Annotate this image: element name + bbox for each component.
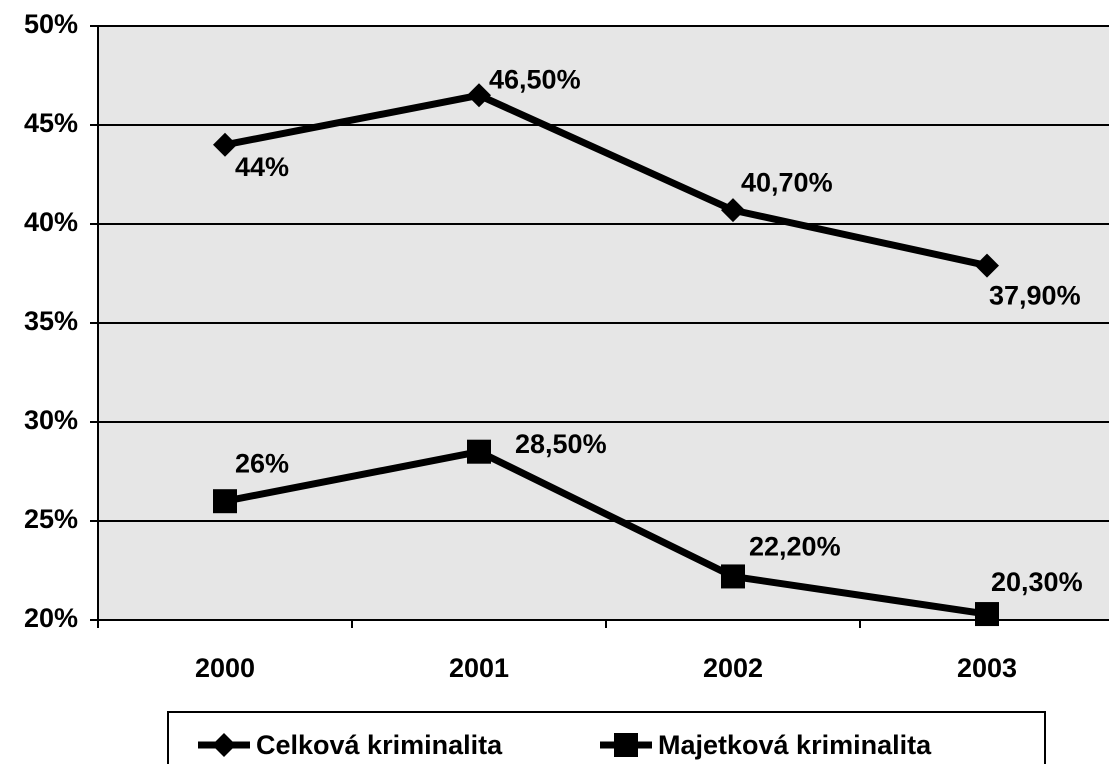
x-tick-label: 2000 bbox=[195, 653, 255, 683]
data-label: 44% bbox=[235, 152, 289, 182]
series-line bbox=[224, 448, 988, 618]
marker bbox=[721, 564, 745, 589]
legend-label: Majetková kriminalita bbox=[658, 730, 932, 760]
y-tick-label: 30% bbox=[24, 405, 78, 435]
y-tick-label: 35% bbox=[24, 306, 78, 336]
x-tick-label: 2003 bbox=[957, 653, 1017, 683]
legend-box bbox=[167, 711, 1046, 764]
data-label: 46,50% bbox=[489, 64, 581, 94]
data-label: 22,20% bbox=[749, 532, 841, 562]
marker bbox=[975, 602, 999, 627]
data-label: 26% bbox=[235, 448, 289, 478]
y-tick-label: 45% bbox=[24, 108, 78, 138]
y-tick-label: 40% bbox=[24, 207, 78, 237]
marker bbox=[213, 132, 237, 157]
y-tick-label: 25% bbox=[24, 504, 78, 534]
y-tick-label: 50% bbox=[24, 9, 78, 39]
y-tick-label: 20% bbox=[24, 603, 78, 633]
marker bbox=[467, 439, 491, 464]
series-line bbox=[224, 91, 988, 269]
x-tick-label: 2001 bbox=[449, 653, 509, 683]
legend-entry: Majetková kriminalita bbox=[600, 730, 932, 760]
marker bbox=[721, 198, 745, 223]
x-tick-label: 2002 bbox=[703, 653, 763, 683]
data-label: 28,50% bbox=[515, 429, 607, 459]
marker bbox=[975, 253, 999, 278]
data-label: 37,90% bbox=[989, 281, 1081, 311]
marker bbox=[212, 733, 236, 757]
marker bbox=[614, 733, 638, 757]
marker bbox=[213, 489, 237, 514]
data-label: 40,70% bbox=[741, 167, 833, 197]
data-label: 20,30% bbox=[991, 567, 1083, 597]
marker bbox=[467, 83, 491, 108]
legend-label: Celková kriminalita bbox=[256, 730, 503, 760]
legend-entry: Celková kriminalita bbox=[198, 730, 503, 760]
